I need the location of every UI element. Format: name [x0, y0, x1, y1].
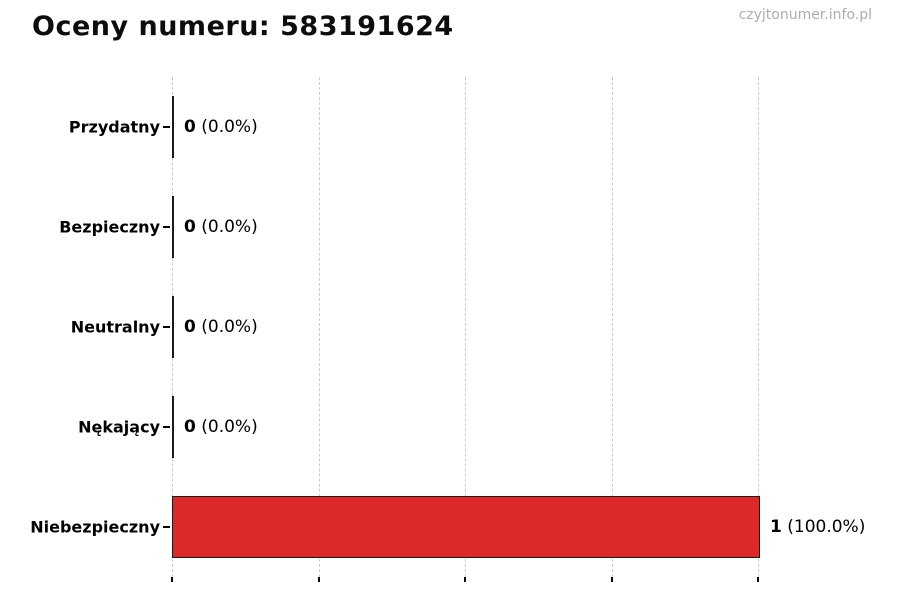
y-axis-tick [163, 426, 170, 428]
value-count: 0 [184, 117, 196, 137]
chart-row-2: Neutralny 0 (0.0%) [0, 277, 900, 377]
category-label: Nękający [78, 417, 160, 437]
watermark: czyjtonumer.info.pl [738, 7, 872, 23]
bar [172, 196, 174, 258]
value-label: 0 (0.0%) [184, 417, 258, 437]
gridline-xtick-3 [611, 77, 613, 577]
bar [172, 396, 174, 458]
value-count: 0 [184, 217, 196, 237]
page-title: Oceny numeru: 583191624 [32, 11, 454, 42]
category-label: Bezpieczny [59, 217, 160, 237]
y-axis-tick [163, 326, 170, 328]
chart-plot-area: Przydatny 0 (0.0%) Bezpieczny 0 (0.0%) Neutr… [0, 77, 900, 582]
category-label: Neutralny [70, 317, 160, 337]
value-label: 1 (100.0%) [770, 517, 865, 537]
x-axis-tick-4 [757, 577, 759, 582]
value-count: 1 [770, 517, 782, 537]
gridline-xtick-1 [318, 77, 320, 577]
value-label: 0 (0.0%) [184, 317, 258, 337]
gridline-xtick-4 [758, 77, 759, 577]
x-axis-tick-0 [171, 577, 173, 582]
bar [172, 496, 760, 558]
chart-row-3: Nękający 0 (0.0%) [0, 377, 900, 477]
x-axis-tick-1 [317, 577, 320, 582]
y-axis-tick [163, 526, 170, 528]
bar [172, 296, 174, 358]
value-label: 0 (0.0%) [184, 217, 258, 237]
value-percent: (0.0%) [201, 217, 258, 237]
chart-row-4: Niebezpieczny 1 (100.0%) [0, 477, 900, 577]
chart-row-1: Bezpieczny 0 (0.0%) [0, 177, 900, 277]
value-percent: (0.0%) [201, 317, 258, 337]
value-percent: (100.0%) [787, 517, 866, 537]
value-percent: (0.0%) [201, 117, 258, 137]
gridline-xtick-2 [465, 77, 466, 577]
value-label: 0 (0.0%) [184, 117, 258, 137]
value-count: 0 [184, 317, 196, 337]
category-label: Niebezpieczny [30, 517, 160, 537]
x-axis-tick-2 [464, 577, 466, 582]
y-axis-tick [163, 226, 170, 228]
bar [172, 96, 174, 158]
value-count: 0 [184, 417, 196, 437]
category-label: Przydatny [68, 117, 160, 137]
value-percent: (0.0%) [201, 417, 258, 437]
x-axis-tick-3 [610, 577, 613, 582]
chart-row-0: Przydatny 0 (0.0%) [0, 77, 900, 177]
y-axis-tick [163, 126, 170, 128]
